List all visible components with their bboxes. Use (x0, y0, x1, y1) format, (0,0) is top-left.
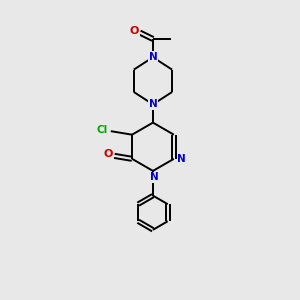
Text: N: N (177, 154, 186, 164)
Text: O: O (130, 26, 139, 36)
Text: N: N (150, 172, 159, 182)
Text: N: N (148, 52, 157, 62)
Text: Cl: Cl (97, 125, 108, 135)
Text: N: N (148, 99, 157, 110)
Text: O: O (103, 149, 112, 159)
